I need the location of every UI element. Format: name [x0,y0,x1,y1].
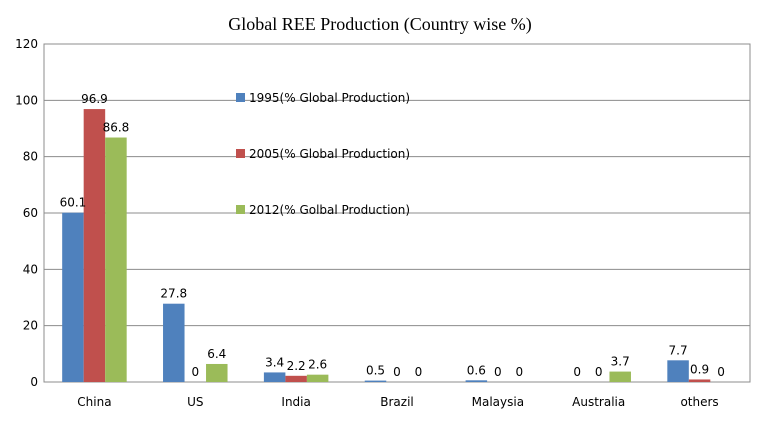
legend-label: 1995(% Global Production) [249,91,410,105]
bar [364,380,387,382]
data-label: 7.7 [669,343,688,357]
legend-swatch [236,149,245,158]
legend-label: 2012(% Golbal Production) [249,203,410,217]
gridlines [44,43,750,327]
y-tick-label: 40 [23,262,38,276]
data-label: 0 [595,365,603,379]
data-label: 0 [494,365,502,379]
x-tick-label: Australia [572,395,625,409]
x-tick-label: US [187,395,203,409]
y-tick-label: 20 [23,319,38,333]
data-label: 60.1 [60,196,87,210]
x-tick-label: China [77,395,111,409]
y-axis-tick-labels: 0 20 40 60 80 100 120 [15,37,38,389]
bars [62,109,711,382]
data-label: 0 [393,365,401,379]
data-label: 2.6 [308,358,327,372]
data-label: 86.8 [103,121,130,135]
bar [163,303,185,382]
bar [206,363,228,382]
bar [306,374,329,382]
legend-swatch [236,205,245,214]
data-label: 0 [717,365,725,379]
x-tick-label: India [281,395,310,409]
data-label: 0 [516,365,524,379]
y-tick-label: 100 [15,93,38,107]
y-tick-label: 0 [30,375,38,389]
bar [83,109,106,382]
bar [688,379,711,382]
y-tick-label: 60 [23,206,38,220]
data-label: 0.5 [366,364,385,378]
data-label: 0.9 [690,362,709,376]
x-axis-tick-labels: China US India Brazil Malaysia Australia other… [77,395,718,409]
y-tick-label: 120 [15,37,38,51]
data-label: 96.9 [81,92,108,106]
data-label: 0 [573,365,581,379]
data-label: 0 [191,365,199,379]
data-label: 3.4 [265,355,284,369]
legend-label: 2005(% Global Production) [249,147,410,161]
data-label: 0.6 [467,363,486,377]
x-tick-label: Brazil [380,395,414,409]
bar [263,372,286,382]
bar [609,371,631,382]
bar [105,137,127,382]
legend-swatch [236,93,245,102]
y-tick-label: 80 [23,150,38,164]
legend: 1995(% Global Production) 2005(% Global P… [236,91,410,217]
bar [285,375,307,382]
chart-title: Global REE Production (Country wise %) [228,14,531,35]
data-label: 2.2 [287,359,306,373]
data-labels: 60.196.986.827.806.43.4 2.2 2.6 0.5 0 0 0.6 0 0 0… [60,92,725,379]
bar [465,380,488,382]
x-tick-label: Malaysia [472,395,524,409]
bar [62,212,84,382]
data-label: 0 [415,365,423,379]
data-label: 3.7 [611,355,630,369]
data-label: 27.8 [160,287,187,301]
data-label: 6.4 [207,347,226,361]
x-tick-label: others [680,395,718,409]
bar [667,360,689,382]
